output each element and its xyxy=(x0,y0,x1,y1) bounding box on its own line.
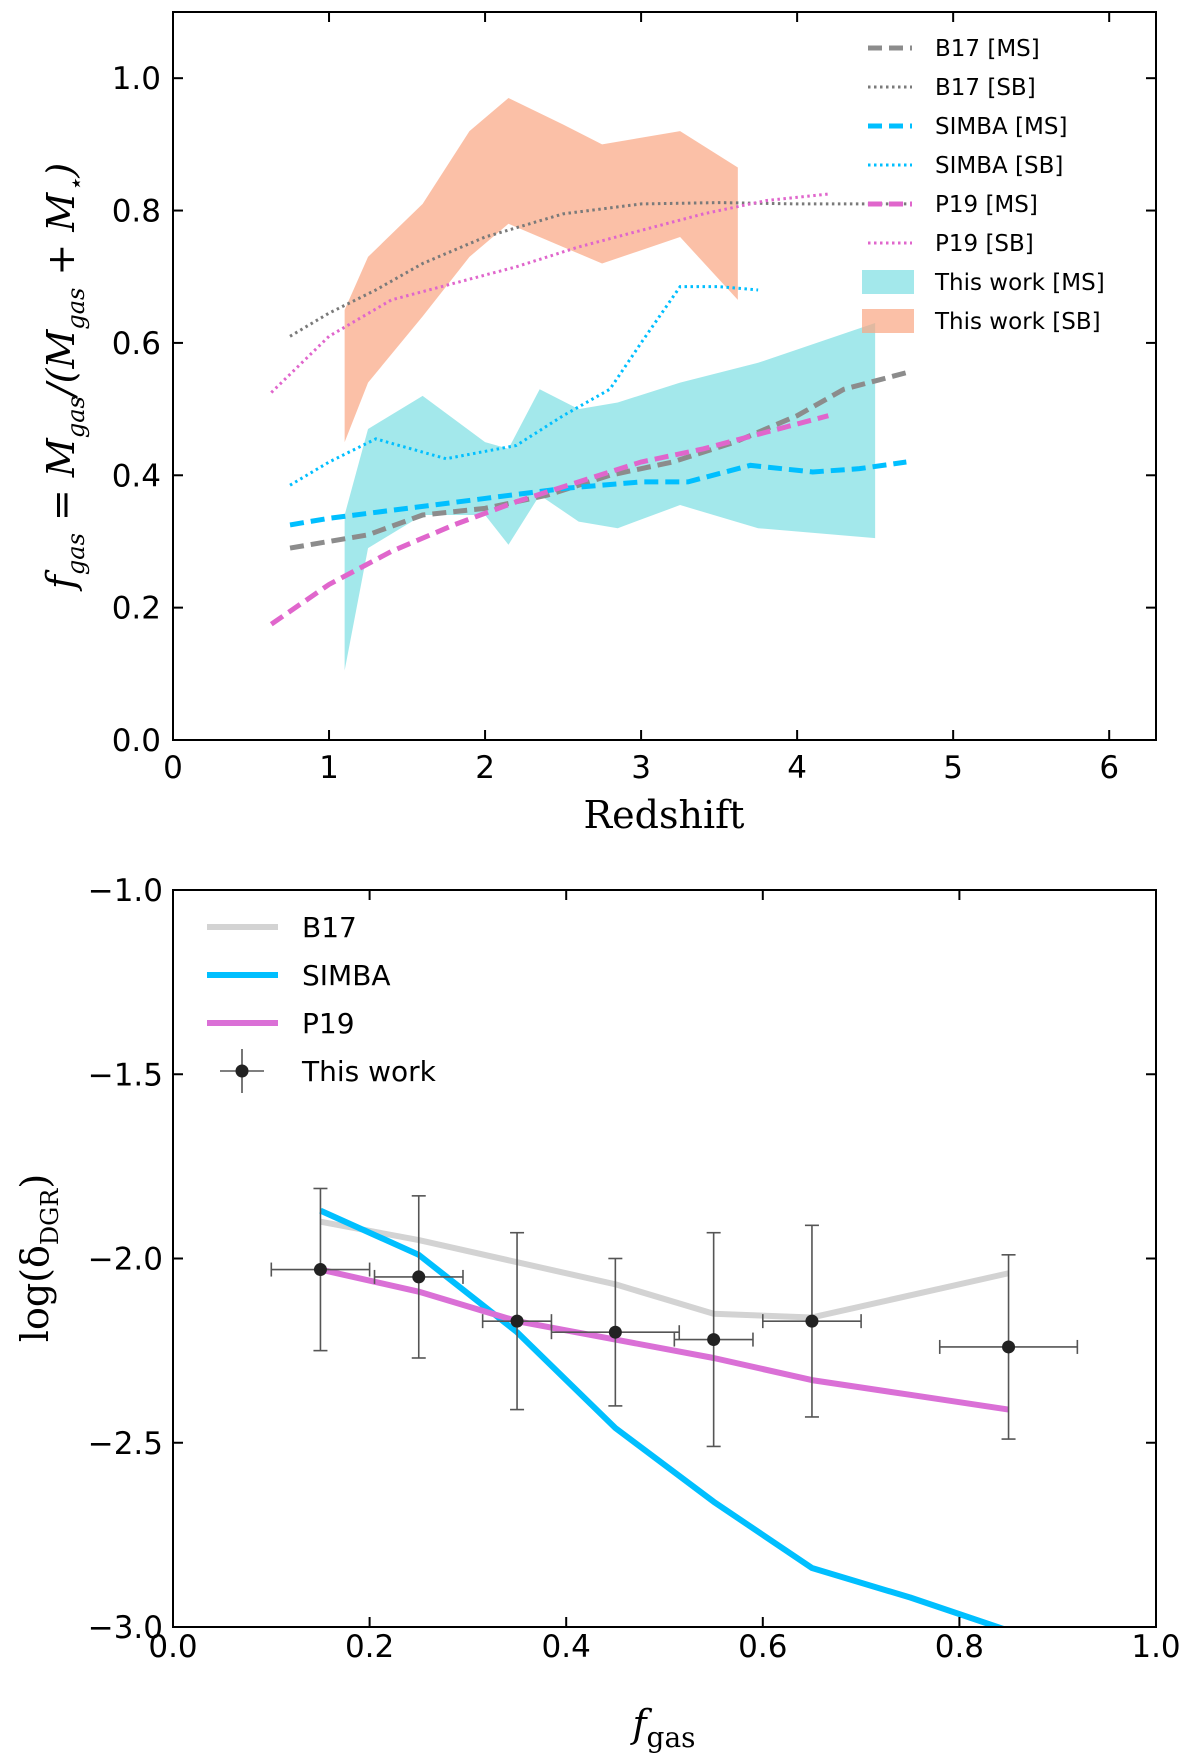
bottom-y-tick-label: −3.0 xyxy=(88,1610,163,1646)
bottom-x-tick-label: 0.4 xyxy=(542,1629,591,1665)
bottom-legend-label: B17 xyxy=(302,911,357,944)
top-y-tick-label: 0.0 xyxy=(112,723,161,759)
data-point xyxy=(707,1333,721,1347)
bottom-y-tick-label: −1.0 xyxy=(88,873,163,909)
bottom-y-tick-label: −2.0 xyxy=(88,1242,163,1278)
top-y-tick-label: 0.4 xyxy=(112,458,161,494)
bottom-x-tick-label: 0.6 xyxy=(738,1629,787,1665)
top-legend-label: SIMBA [MS] xyxy=(935,114,1067,140)
top-legend: B17 [MS] B17 [SB] SIMBA [MS] SIMBA [SB] P19 … xyxy=(862,36,1105,335)
band-this-work-sb xyxy=(344,98,738,443)
top-x-axis-label: Redshift xyxy=(584,793,745,837)
bottom-x-tick-label: 0.2 xyxy=(345,1629,394,1665)
top-legend-label: This work [SB] xyxy=(934,309,1101,335)
bottom-x-tick-label: 0.0 xyxy=(148,1629,197,1665)
top-legend-entry: SIMBA [MS] xyxy=(868,114,1067,140)
bottom-panel: 0.0 0.2 0.4 0.6 0.8 1.0 −3.0−2.5−2.0−1.5−1.0 … xyxy=(13,873,1181,1754)
series-simba xyxy=(319,1207,1007,1627)
top-x-tick-label: 4 xyxy=(787,750,807,786)
bottom-legend-label: P19 xyxy=(302,1007,355,1040)
data-point xyxy=(510,1314,524,1328)
top-plot-frame xyxy=(172,11,1157,741)
series-b17 xyxy=(319,1218,1010,1321)
top-x-tick-label: 5 xyxy=(943,750,963,786)
data-point xyxy=(805,1314,819,1328)
top-y-tick-label: 0.8 xyxy=(112,194,161,230)
errorbar-point xyxy=(761,1224,862,1418)
top-y-tick-label: 1.0 xyxy=(112,61,161,97)
top-legend-entry: SIMBA [SB] xyxy=(868,153,1063,179)
bottom-legend-entry: SIMBA xyxy=(207,959,391,992)
top-legend-label: This work [MS] xyxy=(934,270,1105,296)
data-point xyxy=(412,1270,426,1284)
top-legend-entry: B17 [MS] xyxy=(868,36,1040,62)
top-legend-entry: P19 [MS] xyxy=(868,192,1038,218)
bottom-y-tick-label: −1.5 xyxy=(88,1057,163,1093)
series-b17-sb xyxy=(289,201,907,338)
top-legend-label: B17 [MS] xyxy=(935,36,1040,62)
series-p19-ms xyxy=(269,413,829,627)
top-x-tick-label: 1 xyxy=(319,750,339,786)
series-simba-ms xyxy=(289,459,907,528)
data-point xyxy=(313,1263,327,1277)
top-legend-entry: This work [MS] xyxy=(862,270,1105,296)
top-legend-entry: This work [SB] xyxy=(862,309,1101,335)
top-legend-entry: P19 [SB] xyxy=(868,231,1034,257)
bottom-legend-swatch-dot xyxy=(235,1064,249,1078)
top-legend-label: SIMBA [SB] xyxy=(935,153,1063,179)
bottom-y-axis-label: log(δDGR) xyxy=(13,1174,64,1342)
bottom-legend-entry: B17 xyxy=(207,911,357,944)
top-y-axis-label: fgas = Mgas/(Mgas + M⋆) xyxy=(39,163,90,592)
series-b17-ms xyxy=(289,370,907,551)
errorbar-point xyxy=(270,1187,371,1352)
bottom-x-tick-label: 0.8 xyxy=(935,1629,984,1665)
bottom-legend-label: SIMBA xyxy=(302,959,391,992)
errorbar-point xyxy=(938,1254,1079,1440)
svg-text:fgas = Mgas/(Mgas + M⋆): fgas = Mgas/(Mgas + M⋆) xyxy=(39,163,90,592)
bottom-x-axis-label: fgas xyxy=(629,1702,695,1754)
errorbar-point xyxy=(550,1257,681,1407)
errorbar-point xyxy=(373,1195,464,1359)
top-legend-label: P19 [SB] xyxy=(935,231,1034,257)
data-point xyxy=(608,1325,622,1339)
top-x-tick-label: 2 xyxy=(475,750,495,786)
svg-text:fgas: fgas xyxy=(629,1702,695,1754)
bottom-legend: B17 SIMBA P19 This work xyxy=(207,911,437,1093)
top-legend-label: P19 [MS] xyxy=(935,192,1038,218)
svg-text:log(δDGR): log(δDGR) xyxy=(13,1174,64,1342)
top-legend-entry: B17 [SB] xyxy=(868,75,1036,101)
errorbar-point xyxy=(673,1231,754,1448)
top-x-tick-label: 3 xyxy=(631,750,651,786)
top-x-tick-label: 0 xyxy=(163,750,183,786)
series-p19 xyxy=(319,1266,1009,1413)
bottom-legend-entry: P19 xyxy=(207,1007,355,1040)
top-legend-label: B17 [SB] xyxy=(935,75,1036,101)
top-legend-swatch xyxy=(862,309,914,333)
bottom-x-tick-label: 1.0 xyxy=(1131,1629,1180,1665)
top-x-tick-label: 6 xyxy=(1099,750,1119,786)
top-legend-swatch xyxy=(862,270,914,294)
top-y-tick-label: 0.2 xyxy=(112,591,161,627)
series-simba-sb xyxy=(289,285,759,487)
bottom-y-tick-label: −2.5 xyxy=(88,1426,163,1462)
bottom-legend-label: This work xyxy=(301,1055,437,1088)
band-this-work-ms xyxy=(344,323,876,671)
top-y-tick-label: 0.6 xyxy=(112,326,161,362)
bottom-legend-entry: This work xyxy=(220,1049,437,1093)
data-point xyxy=(1002,1340,1016,1354)
